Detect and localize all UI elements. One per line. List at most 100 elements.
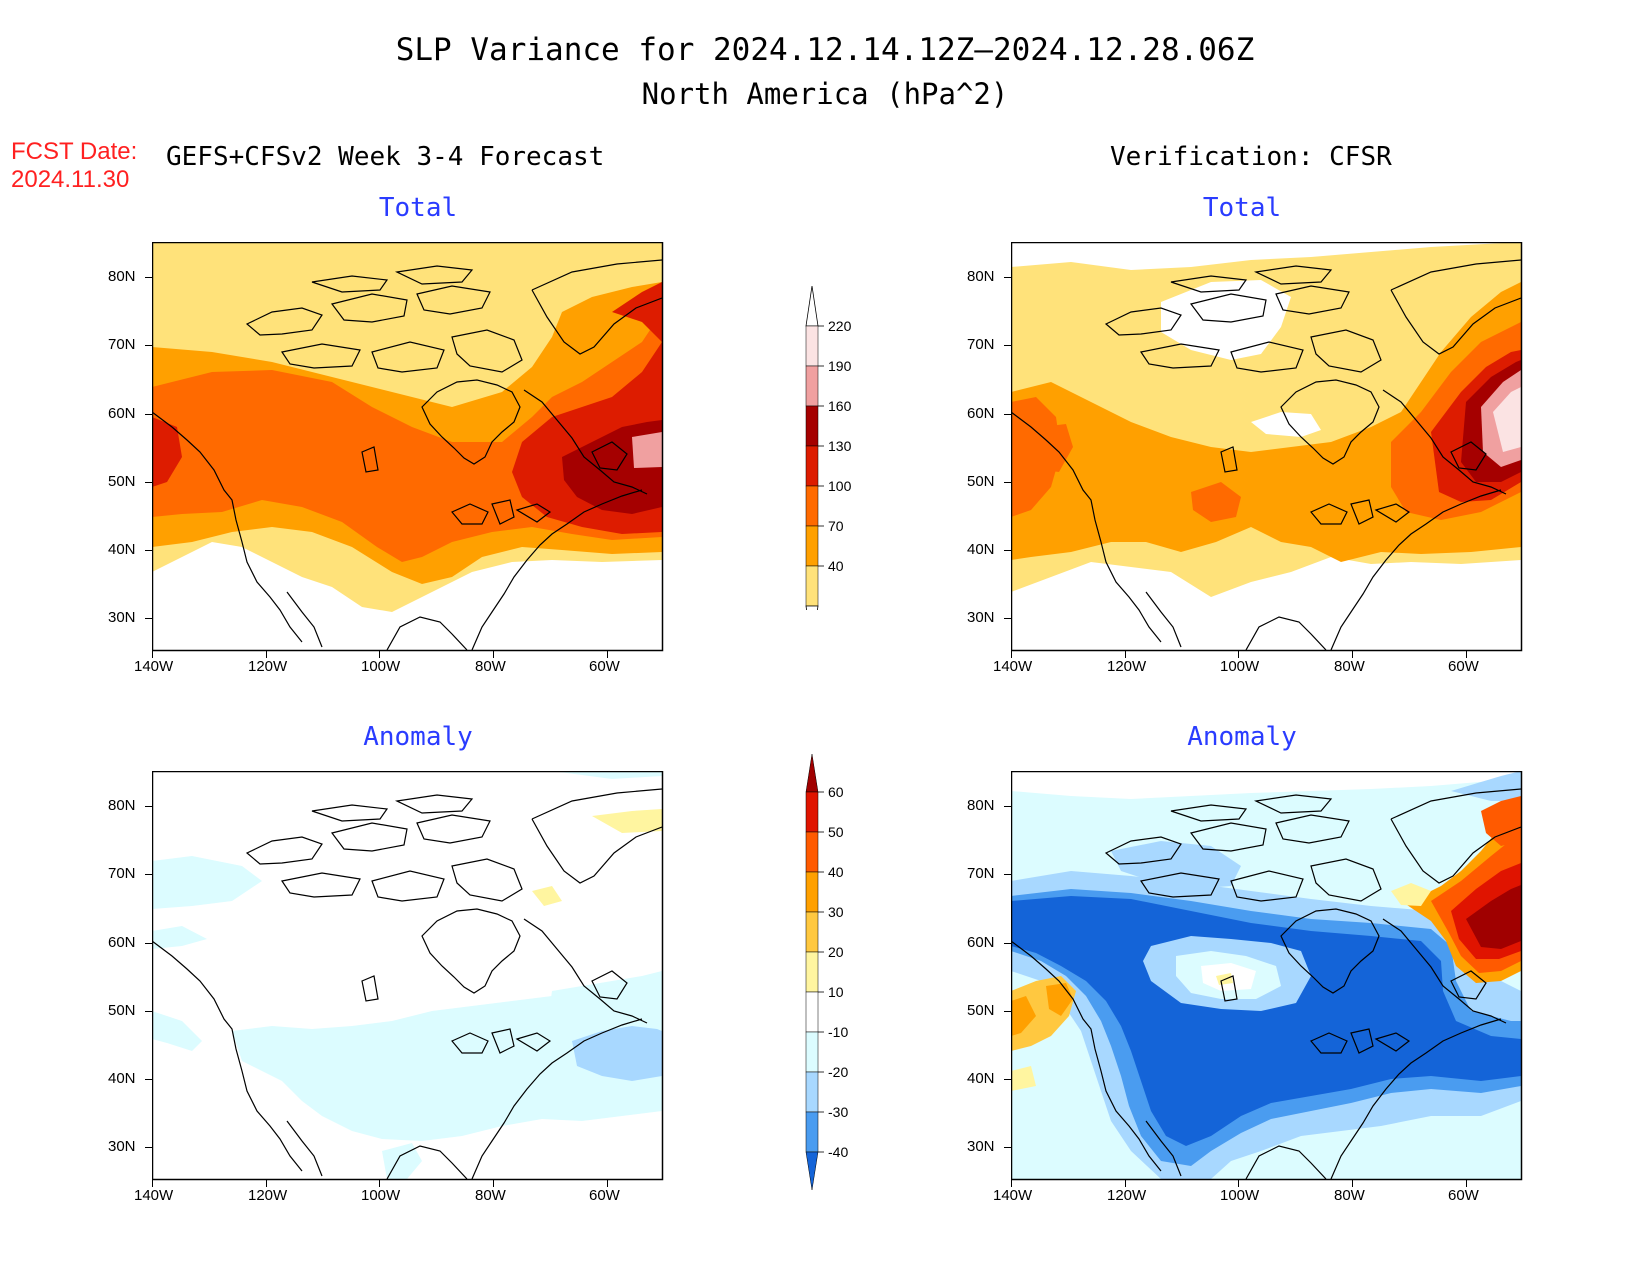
colorbar-anomaly-bottom-tip: [805, 1151, 819, 1191]
lat-tick-label: 40N: [108, 1070, 136, 1087]
lat-tick-mark: [1004, 414, 1011, 415]
lat-tick-mark: [1004, 345, 1011, 346]
colorbar-anomaly: 60 50 40 30 20 10 -10 -20 -30 -40: [805, 753, 848, 1191]
lat-tick-mark: [1004, 1147, 1011, 1148]
lon-tick-mark: [152, 1180, 153, 1187]
lat-tick-mark: [145, 414, 152, 415]
lat-tick-label: 50N: [967, 1002, 995, 1019]
lat-tick-label: 30N: [108, 1138, 136, 1155]
lat-tick-label: 50N: [967, 473, 995, 490]
lon-tick-label: 80W: [475, 658, 506, 675]
lon-tick-mark: [1011, 1180, 1012, 1187]
lat-tick-mark: [1004, 874, 1011, 875]
fcst-date: 2024.11.30: [11, 166, 130, 193]
lat-tick-mark: [145, 618, 152, 619]
colorbar-total-box: [805, 485, 819, 527]
lat-tick-label: 70N: [967, 865, 995, 882]
lon-tick-mark: [493, 1180, 494, 1187]
colorbar-anomaly-label: -20: [828, 1064, 848, 1080]
lon-tick-mark: [493, 651, 494, 658]
colorbar-total-label: 70: [828, 518, 844, 534]
lon-tick-label: 140W: [134, 658, 174, 675]
lon-tick-label: 100W: [1220, 658, 1260, 675]
lat-tick-mark: [145, 345, 152, 346]
lat-tick-label: 30N: [108, 609, 136, 626]
lon-tick-label: 120W: [1107, 658, 1147, 675]
lon-tick-mark: [1238, 651, 1239, 658]
colorbar-total-label: 160: [828, 398, 852, 414]
lat-tick-label: 30N: [967, 1138, 995, 1155]
colorbar-anomaly-label: 30: [828, 904, 844, 920]
colorbar-anomaly-box: [805, 1071, 819, 1113]
lat-tick-label: 50N: [108, 473, 136, 490]
lon-tick-mark: [1352, 1180, 1353, 1187]
lat-tick-label: 40N: [108, 541, 136, 558]
colorbar-total: 220 190 160 130 100 70 40: [805, 285, 852, 610]
lon-tick-label: 60W: [1448, 658, 1479, 675]
lat-tick-label: 60N: [108, 934, 136, 951]
lat-tick-label: 80N: [967, 797, 995, 814]
colorbar-anomaly-label: 40: [828, 864, 844, 880]
lat-tick-label: 80N: [108, 268, 136, 285]
lon-tick-mark: [152, 651, 153, 658]
lon-tick-label: 100W: [361, 658, 401, 675]
lat-tick-label: 70N: [108, 865, 136, 882]
colorbar-anomaly-box: [805, 991, 819, 1033]
lon-tick-label: 120W: [248, 658, 288, 675]
colorbar-anomaly-label: 10: [828, 984, 844, 1000]
colorbar-anomaly-box: [805, 911, 819, 953]
colorbar-total-label: 100: [828, 478, 852, 494]
lon-tick-label: 80W: [1334, 658, 1365, 675]
lat-tick-label: 80N: [108, 797, 136, 814]
lat-tick-mark: [1004, 277, 1011, 278]
colorbar-anomaly-box: [805, 871, 819, 913]
colorbar-anomaly-box: [805, 791, 819, 833]
lon-tick-label: 60W: [589, 1187, 620, 1204]
colorbar-total-label: 220: [828, 318, 852, 334]
colorbar-anomaly-top-tip: [805, 753, 819, 793]
map-forecast-total: [152, 242, 664, 652]
lon-tick-label: 80W: [475, 1187, 506, 1204]
lat-tick-label: 60N: [967, 934, 995, 951]
colorbar-anomaly-box: [805, 951, 819, 993]
map-verification-total: [1011, 242, 1523, 652]
lat-tick-mark: [1004, 550, 1011, 551]
lat-tick-label: 70N: [967, 336, 995, 353]
figure-subtitle: North America (hPa^2): [641, 77, 1009, 111]
panel-title-forecast-total: Total: [378, 193, 458, 223]
colorbar-total-box: [805, 365, 819, 407]
lon-tick-label: 140W: [993, 658, 1033, 675]
lon-tick-label: 120W: [1107, 1187, 1147, 1204]
lat-tick-label: 40N: [967, 1070, 995, 1087]
panel-title-forecast-anomaly: Anomaly: [363, 722, 473, 752]
lat-tick-mark: [1004, 1011, 1011, 1012]
lon-tick-mark: [379, 651, 380, 658]
lon-tick-mark: [266, 1180, 267, 1187]
lon-tick-label: 140W: [993, 1187, 1033, 1204]
lat-tick-mark: [1004, 618, 1011, 619]
colorbar-total-label: 40: [828, 558, 844, 574]
lat-tick-mark: [145, 550, 152, 551]
lon-tick-label: 100W: [1220, 1187, 1260, 1204]
lat-tick-label: 60N: [967, 405, 995, 422]
lat-tick-mark: [1004, 806, 1011, 807]
lat-tick-mark: [145, 1011, 152, 1012]
colorbar-anomaly-label: -30: [828, 1104, 848, 1120]
lon-tick-mark: [1238, 1180, 1239, 1187]
map-forecast-anomaly: [152, 771, 664, 1181]
lat-tick-mark: [1004, 482, 1011, 483]
map-verification-anomaly: [1011, 771, 1523, 1181]
lat-tick-label: 60N: [108, 405, 136, 422]
lat-tick-label: 40N: [967, 541, 995, 558]
colorbar-total-box: [805, 405, 819, 447]
lat-tick-mark: [145, 277, 152, 278]
lat-tick-label: 70N: [108, 336, 136, 353]
lat-tick-label: 50N: [108, 1002, 136, 1019]
colorbar-total-label: 130: [828, 438, 852, 454]
lon-tick-label: 60W: [589, 658, 620, 675]
colorbar-anomaly-label: 60: [828, 784, 844, 800]
panel-title-verification-total: Total: [1202, 193, 1282, 223]
colorbar-total-box: [805, 565, 819, 607]
lat-tick-mark: [145, 482, 152, 483]
colorbar-total-bottom-tip: [805, 605, 819, 610]
